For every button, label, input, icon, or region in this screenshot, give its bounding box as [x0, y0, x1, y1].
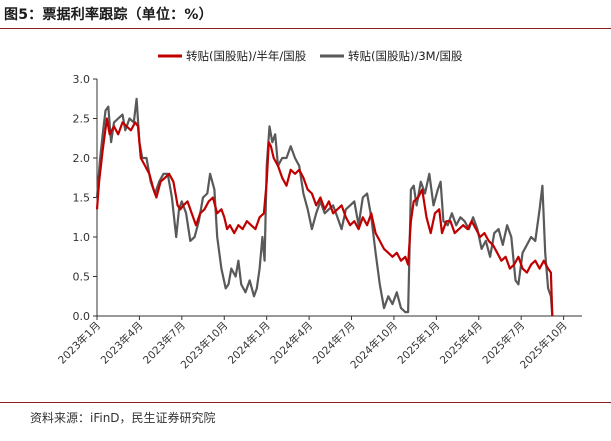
legend-label-3m: 转贴(国股贴)/3M/国股 [348, 49, 463, 63]
series-line-half-year [95, 117, 554, 317]
y-tick-label: 0.5 [73, 271, 91, 284]
y-tick-label: 3.0 [73, 73, 91, 86]
source-note: 资料来源：iFinD，民生证券研究院 [30, 411, 216, 425]
y-tick-label: 2.0 [73, 152, 91, 165]
legend-label-half-year: 转贴(国股贴)/半年/国股 [186, 49, 307, 63]
series-line-3m [95, 97, 554, 317]
chart-title: 图5：票据利率跟踪（单位：%） [4, 7, 213, 23]
x-tick-label: 2023年4月 [98, 319, 146, 367]
x-tick-label: 2024年4月 [268, 319, 316, 367]
chart-series [95, 97, 554, 317]
chart-legend: 转贴(国股贴)/半年/国股 转贴(国股贴)/3M/国股 [158, 49, 463, 63]
y-tick-label: 2.5 [73, 113, 91, 126]
x-tick-label: 2024年1月 [225, 319, 273, 367]
x-tick-label: 2025年4月 [437, 319, 485, 367]
y-tick-label: 0.0 [73, 310, 91, 323]
top-divider [0, 28, 611, 29]
y-tick-label: 1.5 [73, 192, 91, 205]
x-tick-label: 2023年1月 [55, 319, 103, 367]
x-tick-label: 2025年1月 [395, 319, 443, 367]
y-tick-label: 1.0 [73, 231, 91, 244]
bottom-divider [0, 402, 611, 403]
